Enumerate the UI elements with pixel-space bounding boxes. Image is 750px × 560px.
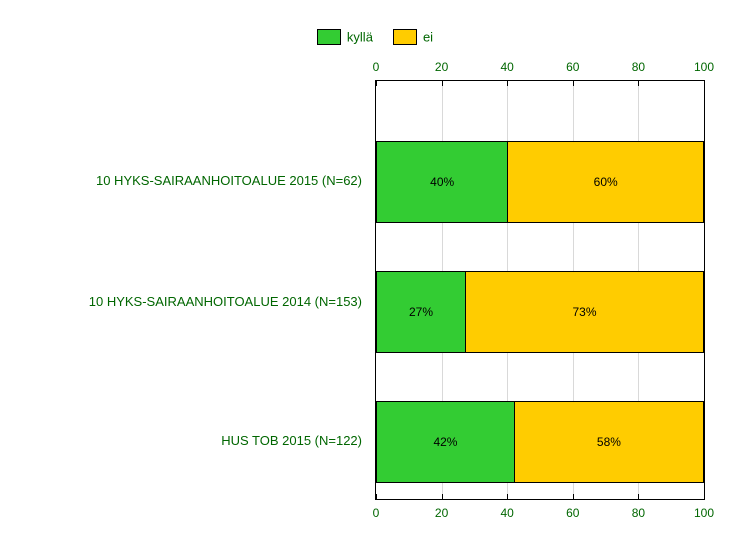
plot-area: 40%60% 27%73% 42%58% [375, 80, 705, 500]
legend-swatch [393, 29, 417, 45]
tick [376, 80, 377, 86]
tick [704, 80, 705, 86]
axis-tick-label: 80 [632, 506, 645, 520]
category-label: 10 HYKS-SAIRAANHOITOALUE 2015 (N=62) [2, 172, 362, 190]
axis-tick-label: 80 [632, 60, 645, 74]
tick [442, 494, 443, 500]
axis-tick-label: 100 [694, 506, 714, 520]
tick [442, 80, 443, 86]
bar-segment: 60% [507, 142, 703, 222]
legend-item: kyllä [317, 28, 373, 46]
category-label: HUS TOB 2015 (N=122) [2, 432, 362, 450]
axis-tick-label: 60 [566, 60, 579, 74]
axis-tick-label: 40 [501, 60, 514, 74]
legend-item: ei [393, 28, 433, 46]
legend: kyllä ei [0, 28, 750, 46]
legend-label: ei [423, 29, 433, 44]
axis-tick-label: 20 [435, 60, 448, 74]
tick [638, 80, 639, 86]
stacked-bar-chart: kyllä ei 40%60% 27%73% 42%58% 0 0 20 20 40 40 60 6… [0, 0, 750, 560]
category-label: 10 HYKS-SAIRAANHOITOALUE 2014 (N=153) [62, 293, 362, 311]
bar-row: 42%58% [376, 401, 704, 483]
bar-segment: 73% [465, 272, 703, 352]
axis-tick-label: 60 [566, 506, 579, 520]
bar-row: 40%60% [376, 141, 704, 223]
bar-segment: 40% [377, 142, 507, 222]
axis-tick-label: 0 [373, 60, 380, 74]
tick [376, 494, 377, 500]
bar-segment: 27% [377, 272, 465, 352]
legend-swatch [317, 29, 341, 45]
tick [573, 494, 574, 500]
bar-segment: 58% [514, 402, 703, 482]
axis-tick-label: 100 [694, 60, 714, 74]
tick [704, 494, 705, 500]
tick [638, 494, 639, 500]
tick [573, 80, 574, 86]
axis-tick-label: 20 [435, 506, 448, 520]
legend-label: kyllä [347, 29, 373, 44]
tick [507, 494, 508, 500]
axis-tick-label: 0 [373, 506, 380, 520]
bar-segment: 42% [377, 402, 514, 482]
axis-tick-label: 40 [501, 506, 514, 520]
bar-row: 27%73% [376, 271, 704, 353]
tick [507, 80, 508, 86]
